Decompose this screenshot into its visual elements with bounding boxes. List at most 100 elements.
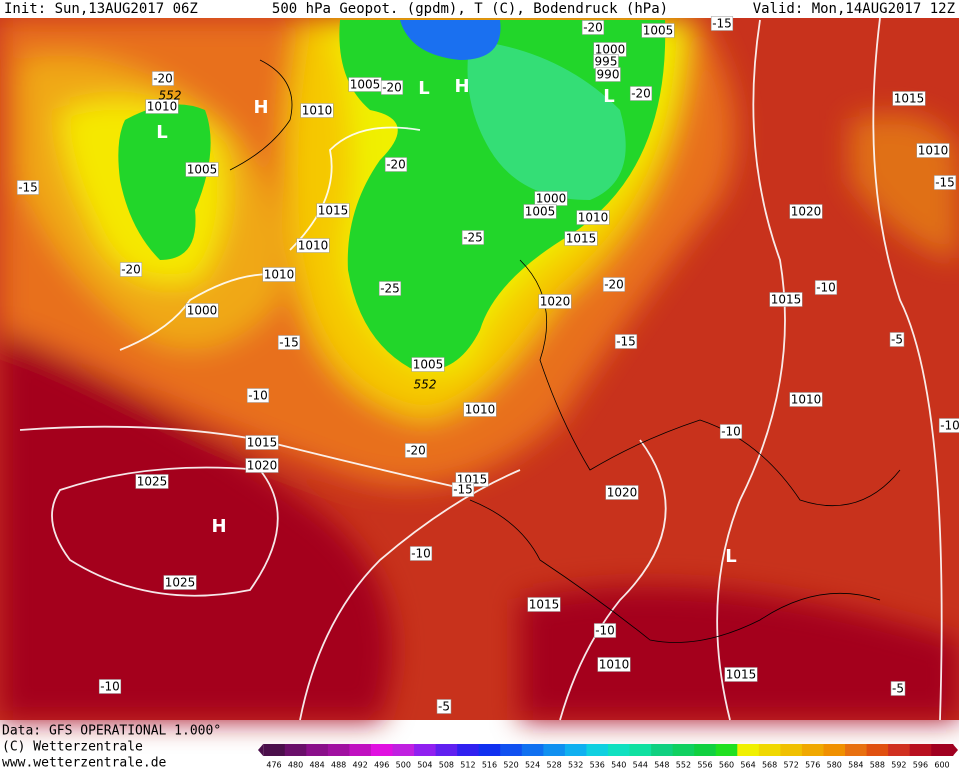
isobar-label-box [595, 67, 621, 82]
temperature-label: -10 [940, 419, 959, 433]
isobar-label: 995 [595, 55, 618, 69]
colorbar-label: 556 [697, 761, 712, 770]
temperature-label-box [581, 20, 605, 35]
colorbar-cell [306, 744, 329, 756]
temperature-label: -20 [406, 444, 426, 458]
isobar-label: 1000 [595, 43, 626, 57]
height-label: 552 [159, 89, 182, 103]
temperature-label-box [814, 280, 838, 295]
colorbar-cell [780, 744, 803, 756]
temperature-label: -25 [380, 282, 400, 296]
isobar-label: 1010 [298, 239, 329, 253]
isobar-label-box [576, 210, 610, 225]
temperature-label-box [933, 175, 957, 190]
temperature-label: -20 [382, 81, 402, 95]
isobar-label-box [789, 392, 823, 407]
isobar-label-box [300, 103, 334, 118]
temperature-label-box [98, 679, 122, 694]
temperature-label-box [629, 86, 653, 101]
isobar-label-box [296, 238, 330, 253]
isobar-label-box [724, 667, 758, 682]
colorbar-cell [284, 744, 307, 756]
temperature-label-box [593, 623, 617, 638]
map-background [0, 17, 959, 721]
isobar-label: 1015 [894, 92, 925, 106]
isobar-label: 1010 [147, 100, 178, 114]
temperature-label-box [277, 335, 301, 350]
data-source: Data: GFS OPERATIONAL 1.000° [2, 724, 221, 739]
isobar-label-box [411, 357, 445, 372]
colorbar-cell [392, 744, 415, 756]
isobar-label-box [527, 597, 561, 612]
temperature-label: -10 [411, 547, 431, 561]
colorbar-label: 560 [719, 761, 734, 770]
colorbar-cell [370, 744, 394, 756]
colorbar-label: 600 [934, 761, 949, 770]
isobar-label: 1020 [540, 295, 571, 309]
isobar-label: 990 [597, 68, 620, 82]
isobar-label: 1000 [187, 304, 218, 318]
temperature-label-box [380, 80, 404, 95]
isobar-label: 1010 [791, 393, 822, 407]
isobar-label-box [145, 99, 179, 114]
isobar-label: 1000 [536, 192, 567, 206]
isobar-label: 1010 [599, 658, 630, 672]
temperature-label-box [889, 332, 905, 347]
isobar-label: 1015 [247, 436, 278, 450]
colorbar-label: 564 [740, 761, 755, 770]
colorbar-cell [737, 744, 760, 756]
colorbar-cell [629, 744, 652, 756]
isobar-label: 1015 [529, 598, 560, 612]
temperature-label: -20 [153, 72, 173, 86]
colorbar-cell [478, 744, 501, 756]
isobar-label-box [262, 267, 296, 282]
temperature-label: -5 [892, 682, 904, 696]
isobar-label-box [789, 204, 823, 219]
temperature-label: -25 [463, 231, 483, 245]
colorbar-cell [715, 744, 738, 756]
colorbar-cell [866, 744, 889, 756]
colorbar-label: 568 [762, 761, 777, 770]
colorbar-cell [263, 744, 286, 756]
colorbar-label: 544 [633, 761, 648, 770]
copyright: (C) Wetterzentrale [2, 740, 143, 755]
map-title: 500 hPa Geopot. (gpdm), T (C), Bodendruc… [272, 1, 668, 17]
isobar-label: 1015 [726, 668, 757, 682]
colorbar-cell [435, 744, 458, 756]
isobar-label: 1005 [643, 24, 674, 38]
colorbar-label: 584 [848, 761, 863, 770]
colorbar-label: 540 [611, 761, 626, 770]
temperature-label-box [451, 482, 475, 497]
url: www.wetterzentrale.de [2, 756, 167, 771]
colorbar-label: 484 [309, 761, 324, 770]
colorbar-label: 580 [827, 761, 842, 770]
isobar-label: 1015 [566, 232, 597, 246]
temperature-label-box [710, 16, 734, 31]
colorbar-label: 548 [654, 761, 669, 770]
colorbar-label: 496 [374, 761, 389, 770]
temperature-label-box [378, 281, 402, 296]
colorbar: 476 480 484 488 492 496 500 504 508 512 516 520 524 5… [258, 744, 958, 770]
isobar-label-box [245, 435, 279, 450]
header-bar [0, 0, 959, 18]
isobar-label: 1010 [578, 211, 609, 225]
temperature-label: -10 [100, 680, 120, 694]
isobar-label-box [641, 23, 675, 38]
temperature-label-box [719, 424, 743, 439]
temperature-label: -10 [595, 624, 615, 638]
temperature-label-box [409, 546, 433, 561]
temperature-label-box [602, 277, 626, 292]
isobar-label-box [564, 231, 598, 246]
colorbar-cell [586, 744, 609, 756]
isobar-label: 1005 [413, 358, 444, 372]
colorbar-cell [845, 744, 868, 756]
colorbar-label: 596 [913, 761, 928, 770]
temperature-label: -15 [453, 483, 473, 497]
pressure-center: L [603, 86, 614, 107]
isobar-label-box [892, 91, 926, 106]
colorbar-label: 528 [546, 761, 561, 770]
temperature-label: -15 [279, 336, 299, 350]
colorbar-label: 512 [460, 761, 475, 770]
isobar-label-box [597, 657, 631, 672]
